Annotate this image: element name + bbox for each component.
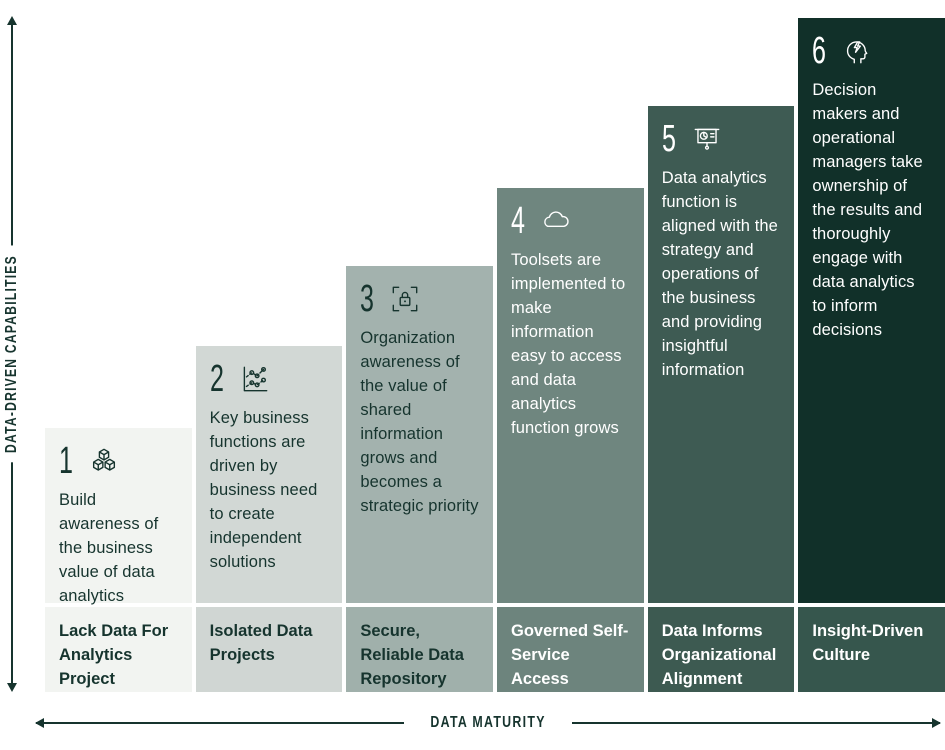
step-number: 1 [59, 440, 73, 482]
step-description: Toolsets are implemented to make informa… [511, 251, 626, 437]
step-description: Key business functions are driven by bus… [209, 409, 318, 571]
step-1-body: 1 Build awareness of the b [45, 428, 192, 605]
x-axis-label: DATA MATURITY [430, 714, 546, 731]
head-lightning-icon [841, 34, 875, 68]
x-axis-line-left [35, 718, 404, 727]
step-description: Organization awareness of the value of s… [360, 329, 479, 515]
step-label: Lack Data For Analytics Project [45, 607, 192, 692]
cubes-icon [87, 444, 121, 478]
step-number: 2 [209, 358, 224, 400]
maturity-step-6: 6 Decision makers and operational manage… [798, 18, 945, 692]
step-label: Governed Self-Service Access [497, 607, 644, 692]
step-number: 5 [661, 118, 676, 160]
y-axis-label: DATA-DRIVEN CAPABILITIES [0, 245, 25, 463]
maturity-step-3: 3 Organization awareness of the value of… [346, 266, 494, 692]
step-3-body: 3 Organization awareness of the value of… [346, 266, 494, 603]
step-label: Insight-Driven Culture [798, 607, 945, 692]
maturity-steps: 1 Build awareness of the b [45, 18, 945, 692]
maturity-step-1: 1 Build awareness of the b [45, 428, 192, 692]
maturity-step-4: 4 Toolsets are implemented to make infor… [497, 188, 644, 692]
secure-lock-icon [388, 282, 422, 316]
step-number: 3 [360, 278, 374, 320]
step-5-body: 5 Data analytics function is a [647, 106, 795, 603]
y-axis-arrow-up-icon [7, 16, 17, 25]
y-axis-arrow-down-icon [7, 683, 17, 692]
y-axis: DATA-DRIVEN CAPABILITIES [0, 16, 25, 692]
x-axis-line-right [572, 718, 941, 727]
step-description: Data analytics function is aligned with … [661, 169, 778, 379]
step-6-body: 6 Decision makers and operational manage… [798, 18, 945, 603]
step-description: Decision makers and operational managers… [812, 81, 923, 339]
line-chart-icon [238, 362, 272, 396]
maturity-step-5: 5 Data analytics function is a [647, 106, 795, 692]
x-axis: DATA MATURITY [35, 713, 941, 733]
step-number: 6 [812, 30, 826, 72]
step-number: 4 [511, 200, 525, 242]
step-label: Secure, Reliable Data Repository [346, 607, 494, 692]
step-label: Data Informs Organizational Alignment [647, 607, 795, 692]
step-label: Isolated Data Projects [195, 607, 343, 692]
step-2-body: 2 Key business functions are driven by b… [195, 346, 343, 603]
presentation-chart-icon [690, 122, 724, 156]
step-description: Build awareness of the business value of… [59, 491, 159, 605]
step-4-body: 4 Toolsets are implemented to make infor… [497, 188, 644, 603]
maturity-step-2: 2 Key business functions are driven by b… [195, 346, 343, 692]
cloud-icon [539, 204, 573, 238]
